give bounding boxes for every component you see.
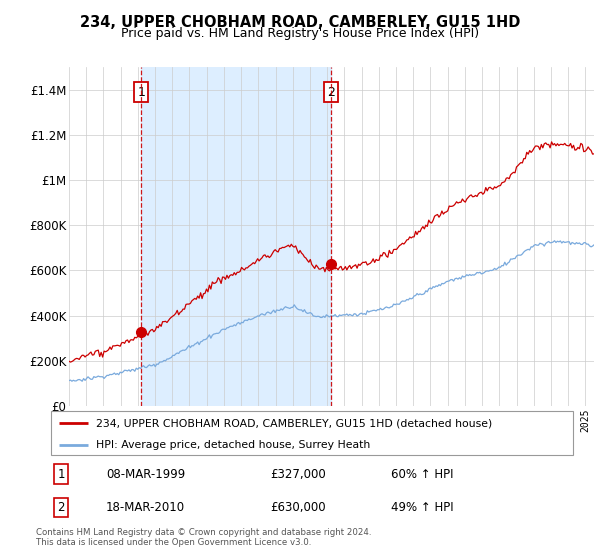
Text: Price paid vs. HM Land Registry's House Price Index (HPI): Price paid vs. HM Land Registry's House … xyxy=(121,27,479,40)
Text: 18-MAR-2010: 18-MAR-2010 xyxy=(106,501,185,514)
Text: £327,000: £327,000 xyxy=(270,468,326,480)
Text: 1: 1 xyxy=(58,468,65,480)
Text: 1: 1 xyxy=(137,86,145,99)
Bar xyxy=(141,67,331,406)
Text: 2: 2 xyxy=(327,86,335,99)
Text: Contains HM Land Registry data © Crown copyright and database right 2024.
This d: Contains HM Land Registry data © Crown c… xyxy=(36,528,371,547)
Text: 2: 2 xyxy=(58,501,65,514)
Text: 49% ↑ HPI: 49% ↑ HPI xyxy=(391,501,454,514)
Text: 08-MAR-1999: 08-MAR-1999 xyxy=(106,468,185,480)
Text: 60% ↑ HPI: 60% ↑ HPI xyxy=(391,468,454,480)
Text: £630,000: £630,000 xyxy=(270,501,325,514)
Text: 234, UPPER CHOBHAM ROAD, CAMBERLEY, GU15 1HD: 234, UPPER CHOBHAM ROAD, CAMBERLEY, GU15… xyxy=(80,15,520,30)
Text: 234, UPPER CHOBHAM ROAD, CAMBERLEY, GU15 1HD (detached house): 234, UPPER CHOBHAM ROAD, CAMBERLEY, GU15… xyxy=(95,418,492,428)
FancyBboxPatch shape xyxy=(50,412,574,455)
Text: HPI: Average price, detached house, Surrey Heath: HPI: Average price, detached house, Surr… xyxy=(95,440,370,450)
